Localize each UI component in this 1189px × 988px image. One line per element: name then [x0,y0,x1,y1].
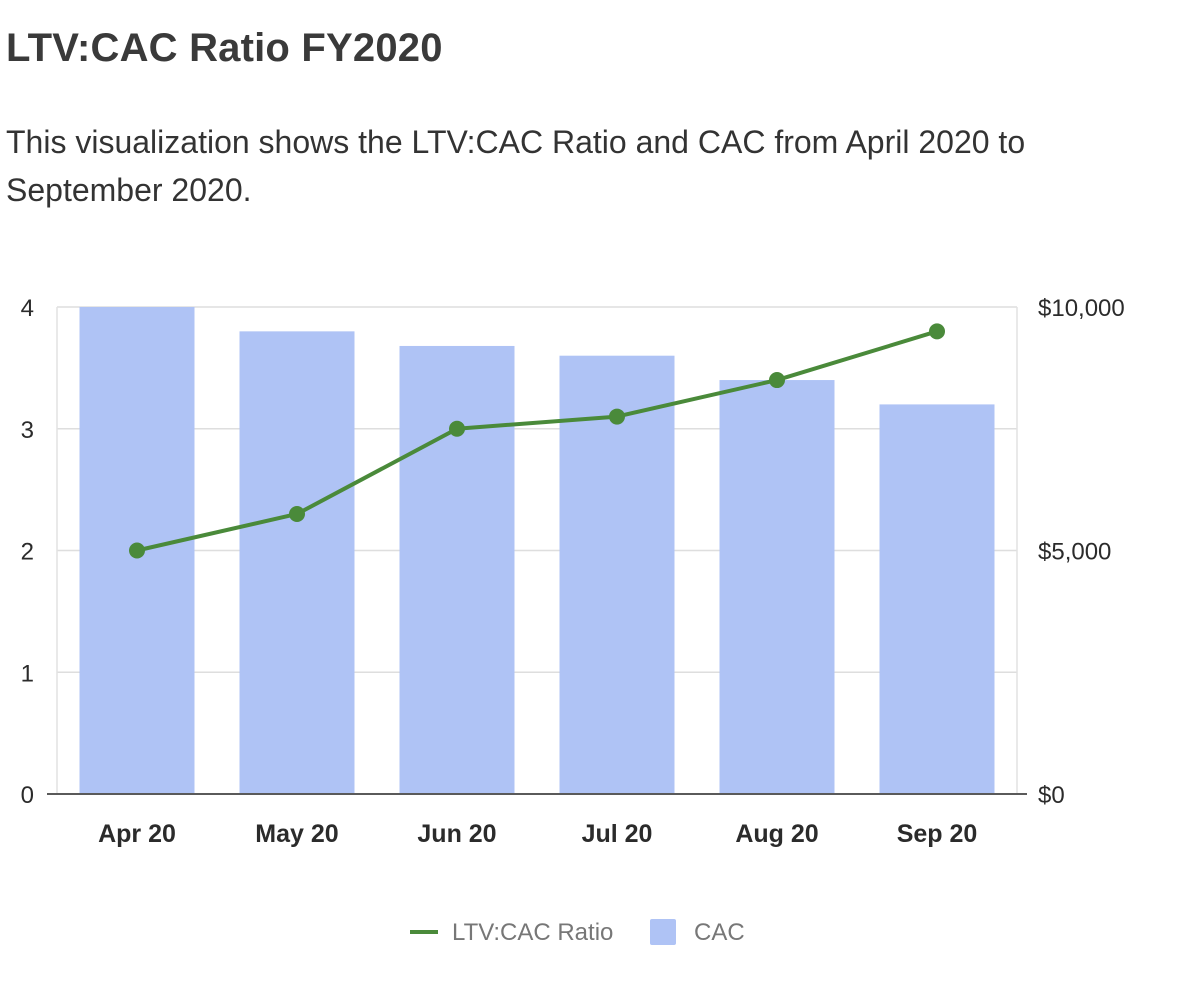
ltv-cac-point-aug-20 [769,372,785,389]
ltv-cac-point-apr-20 [129,542,145,559]
cac-bar-sep-20 [879,404,995,794]
grid-lines [56,306,1018,794]
y-right-tick-label-2: $10,000 [1038,295,1125,322]
y-left-tick-label-4: 4 [21,295,34,322]
y-right-tick-label-1: $5,000 [1038,539,1111,566]
cac-bar-jun-20 [399,345,515,794]
ltv-cac-point-sep-20 [929,323,945,340]
cac-bar-may-20 [239,331,355,794]
y-left-tick-label-1: 1 [21,660,34,687]
legend: LTV:CAC Ratio CAC [410,919,745,946]
legend-label-ltv-cac-ratio: LTV:CAC Ratio [452,919,613,946]
cac-bar-jul-20 [559,355,675,794]
legend-label-cac: CAC [694,919,745,946]
x-tick-label-may-20: May 20 [255,820,338,848]
x-tick-label-aug-20: Aug 20 [735,820,818,848]
page-description: This visualization shows the LTV:CAC Rat… [6,124,1026,208]
y-right-tick-label-0: $0 [1038,782,1065,809]
ltv-cac-point-may-20 [289,505,305,522]
x-tick-label-jun-20: Jun 20 [417,820,496,848]
ltv-cac-point-jun-20 [449,420,465,437]
cac-bar-aug-20 [719,380,835,794]
legend-bar-swatch [650,919,676,945]
y-left-tick-label-0: 0 [21,782,34,809]
x-tick-label-jul-20: Jul 20 [582,820,653,848]
page-title: LTV:CAC Ratio FY2020 [6,26,443,70]
x-tick-label-apr-20: Apr 20 [98,820,176,848]
y-left-tick-label-2: 2 [21,539,34,566]
x-tick-label-sep-20: Sep 20 [897,820,978,848]
ltv-cac-line [129,323,945,559]
ltv-cac-ratio-line [135,329,939,553]
tick-labels: 0 1 2 3 4 $0 $5,000 $10,000 Apr 20 May 20 Jun 20 Ju… [21,295,1125,848]
y-left-tick-label-3: 3 [21,417,34,444]
ltv-cac-point-jul-20 [609,408,625,425]
